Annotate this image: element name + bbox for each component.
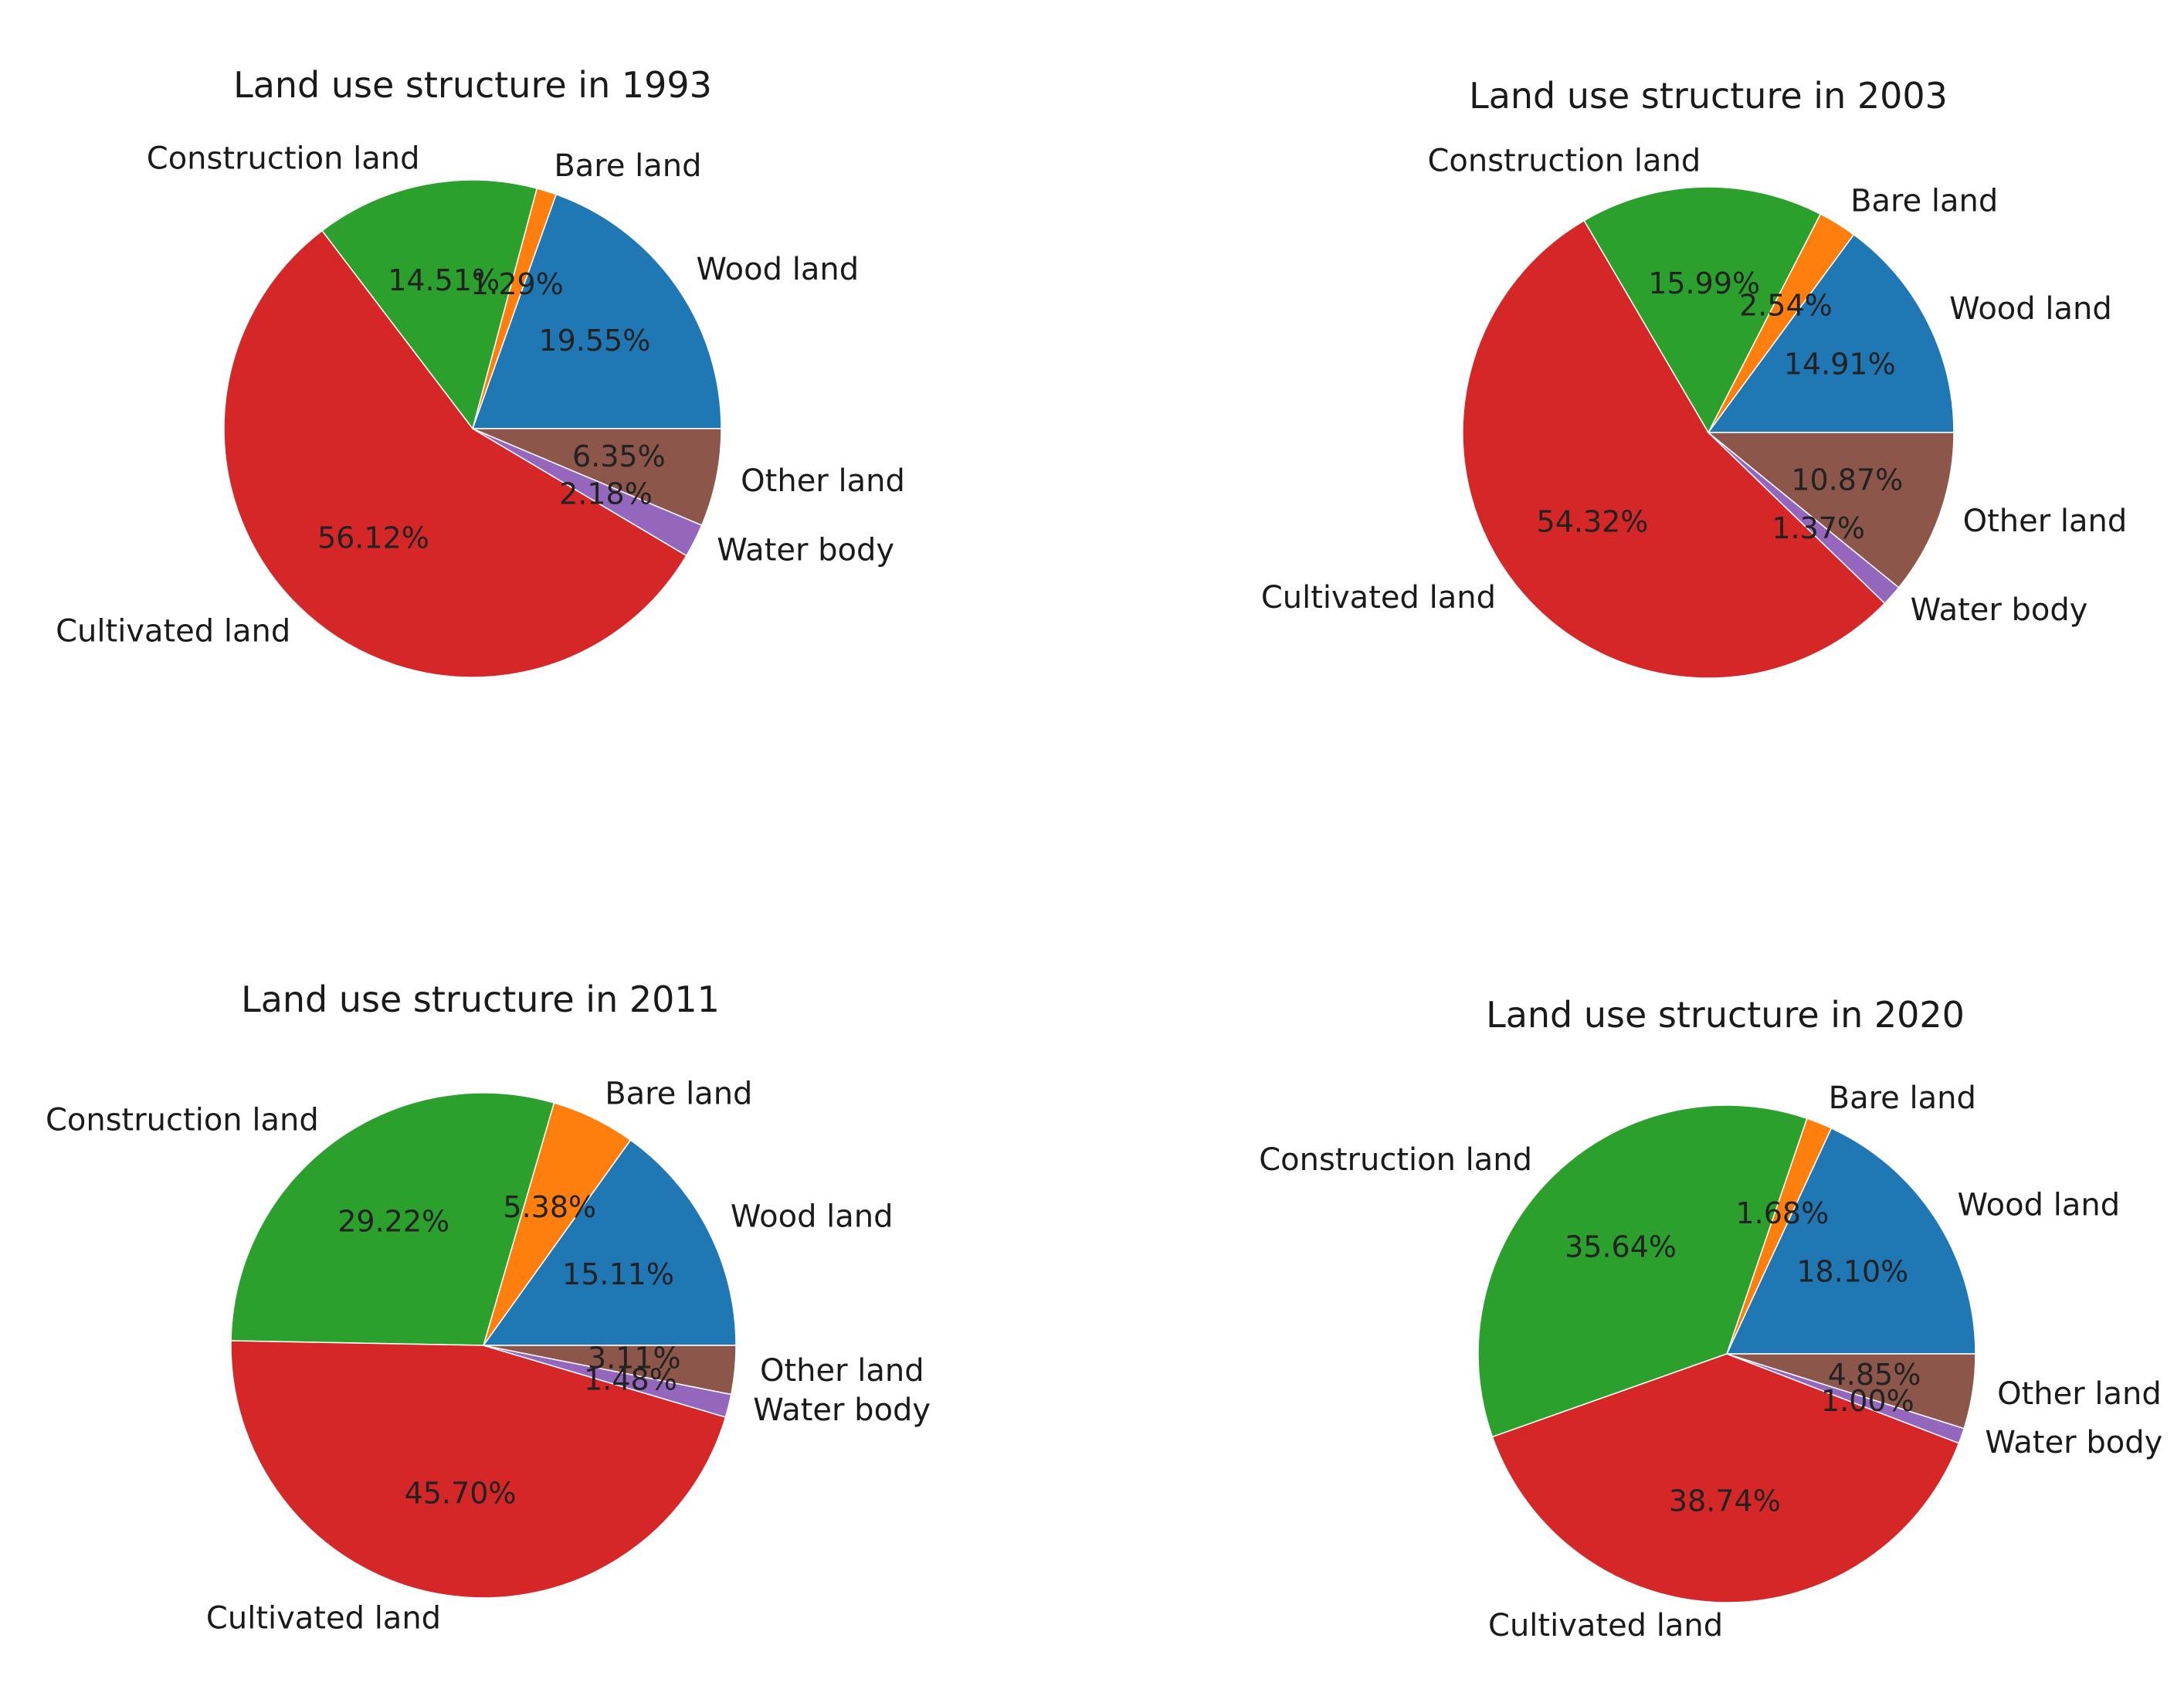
percent-label-bare-land: 2.54% xyxy=(1739,288,1833,322)
pie-slice-construction-land xyxy=(1477,1104,1808,1438)
category-label-wood-land: Wood land xyxy=(731,1199,894,1235)
percent-label-other-land: 6.35% xyxy=(572,439,666,473)
pie-slice-cultivated-land xyxy=(1462,219,1886,679)
category-label-construction-land: Construction land xyxy=(1427,143,1701,178)
category-label-bare-land: Bare land xyxy=(1829,1080,1976,1116)
percent-label-wood-land: 19.55% xyxy=(538,324,650,358)
percent-label-water-body: 1.00% xyxy=(1821,1384,1914,1418)
category-label-construction-land: Construction land xyxy=(46,1102,319,1138)
category-label-other-land: Other land xyxy=(741,463,905,499)
percent-label-water-body: 2.18% xyxy=(559,477,653,511)
category-label-cultivated-land: Cultivated land xyxy=(206,1600,441,1636)
pie-slice-other-land xyxy=(472,428,722,527)
pie-slice-wood-land xyxy=(482,1139,737,1346)
percent-label-other-land: 4.85% xyxy=(1828,1358,1921,1392)
category-label-cultivated-land: Cultivated land xyxy=(56,613,290,649)
percent-label-other-land: 10.87% xyxy=(1791,463,1903,497)
category-label-water-body: Water body xyxy=(1985,1425,2162,1460)
percent-label-cultivated-land: 38.74% xyxy=(1669,1484,1781,1518)
percent-label-wood-land: 14.91% xyxy=(1784,347,1896,381)
pie-slice-other-land xyxy=(1726,1353,1976,1430)
percent-label-bare-land: 5.38% xyxy=(503,1190,596,1224)
percent-label-cultivated-land: 45.70% xyxy=(405,1476,517,1510)
category-label-wood-land: Wood land xyxy=(696,252,859,287)
percent-label-construction-land: 15.99% xyxy=(1648,266,1760,300)
category-label-bare-land: Bare land xyxy=(554,148,701,184)
category-label-wood-land: Wood land xyxy=(1957,1187,2120,1223)
pie-slice-cultivated-land xyxy=(1491,1353,1960,1603)
chart-title-2020: Land use structure in 2020 xyxy=(1486,994,1965,1036)
category-label-construction-land: Construction land xyxy=(1259,1142,1532,1178)
chart-title-2011: Land use structure in 2011 xyxy=(241,979,720,1020)
percent-label-cultivated-land: 54.32% xyxy=(1537,504,1649,538)
category-label-construction-land: Construction land xyxy=(147,141,420,176)
pie-slice-wood-land xyxy=(1707,233,1955,433)
percent-label-construction-land: 14.51% xyxy=(388,263,500,297)
percent-label-construction-land: 35.64% xyxy=(1565,1230,1677,1264)
chart-title-2003: Land use structure in 2003 xyxy=(1469,75,1948,117)
pie-slice-construction-land xyxy=(320,179,538,430)
percent-label-bare-land: 1.29% xyxy=(470,267,564,301)
chart-title-1993: Land use structure in 1993 xyxy=(233,64,712,106)
category-label-other-land: Other land xyxy=(1997,1376,2162,1412)
pie-slice-other-land xyxy=(1706,432,1955,589)
category-label-other-land: Other land xyxy=(1963,504,2128,539)
pie-chart-2003: Land use structure in 2003 Wood land 14.9… xyxy=(1261,75,2128,679)
percent-label-water-body: 1.37% xyxy=(1772,511,1865,545)
pie-slice-wood-land xyxy=(1725,1127,1976,1355)
pie-chart-1993: Land use structure in 1993 Wood land 19.5… xyxy=(56,64,905,678)
pie-slice-cultivated-land xyxy=(230,1340,727,1599)
pie-slice-construction-land xyxy=(1583,186,1822,434)
percent-label-wood-land: 18.10% xyxy=(1796,1254,1908,1288)
category-label-other-land: Other land xyxy=(760,1353,924,1389)
percent-label-cultivated-land: 56.12% xyxy=(317,521,429,555)
percent-label-bare-land: 1.68% xyxy=(1735,1196,1829,1230)
pie-slice-other-land xyxy=(483,1345,737,1396)
category-label-cultivated-land: Cultivated land xyxy=(1488,1608,1723,1643)
pie-slice-wood-land xyxy=(471,193,722,429)
category-label-water-body: Water body xyxy=(753,1392,931,1428)
category-label-water-body: Water body xyxy=(717,533,894,568)
pie-chart-2020: Land use structure in 2020 Wood land 18.1… xyxy=(1259,994,2162,1643)
percent-label-wood-land: 15.11% xyxy=(562,1257,674,1291)
pie-slice-construction-land xyxy=(230,1092,555,1346)
category-label-bare-land: Bare land xyxy=(605,1076,752,1111)
category-label-cultivated-land: Cultivated land xyxy=(1261,580,1496,616)
category-label-bare-land: Bare land xyxy=(1850,184,1998,219)
percent-label-water-body: 1.48% xyxy=(584,1362,677,1396)
category-label-wood-land: Wood land xyxy=(1949,291,2112,327)
pie-slice-cultivated-land xyxy=(223,229,687,678)
percent-label-construction-land: 29.22% xyxy=(337,1204,449,1238)
category-label-water-body: Water body xyxy=(1911,592,2088,628)
percent-label-other-land: 3.11% xyxy=(588,1342,681,1375)
pie-chart-2011: Land use structure in 2011 Wood land 15.1… xyxy=(46,979,931,1636)
